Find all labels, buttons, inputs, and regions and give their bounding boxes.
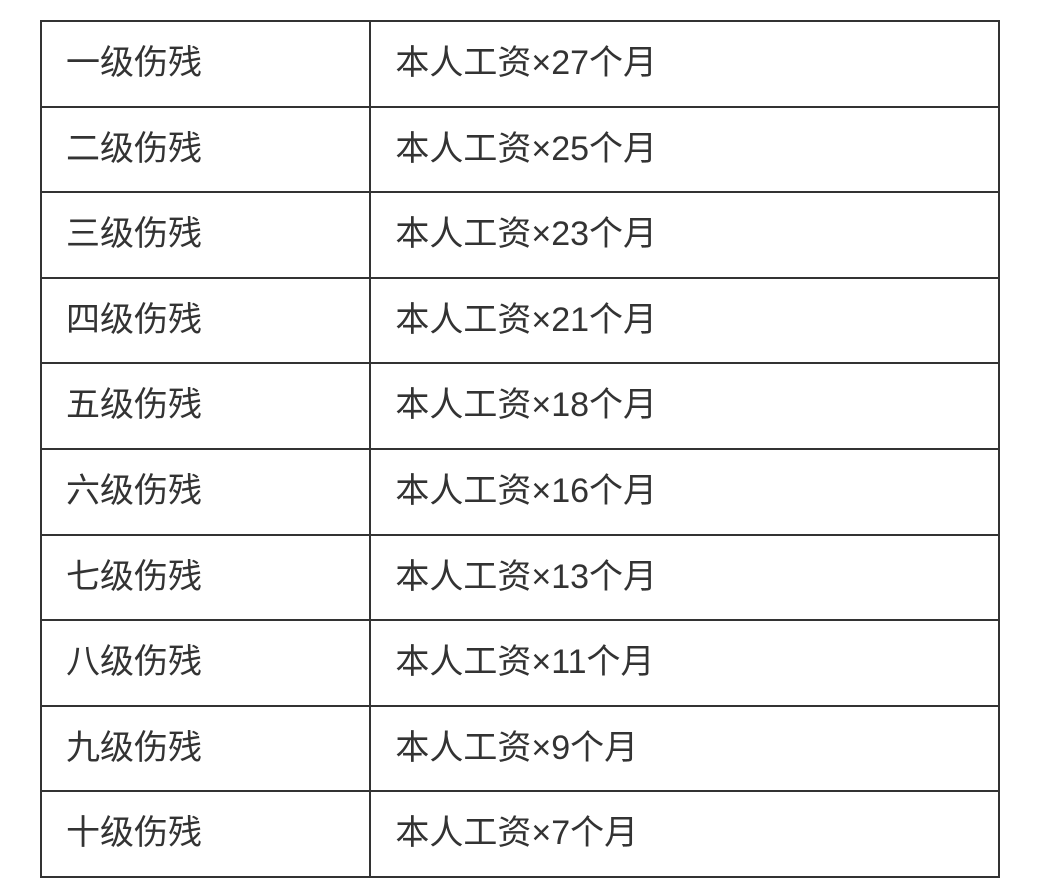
compensation-cell: 本人工资×18个月 [370, 363, 999, 449]
table-row: 九级伤残 本人工资×9个月 [41, 706, 999, 792]
disability-level-cell: 九级伤残 [41, 706, 370, 792]
compensation-cell: 本人工资×9个月 [370, 706, 999, 792]
table-row: 五级伤残 本人工资×18个月 [41, 363, 999, 449]
compensation-cell: 本人工资×13个月 [370, 535, 999, 621]
disability-level-cell: 三级伤残 [41, 192, 370, 278]
disability-level-cell: 二级伤残 [41, 107, 370, 193]
table-row: 一级伤残 本人工资×27个月 [41, 21, 999, 107]
compensation-cell: 本人工资×25个月 [370, 107, 999, 193]
compensation-cell: 本人工资×23个月 [370, 192, 999, 278]
disability-level-cell: 五级伤残 [41, 363, 370, 449]
table-row: 二级伤残 本人工资×25个月 [41, 107, 999, 193]
table-row: 十级伤残 本人工资×7个月 [41, 791, 999, 877]
disability-compensation-table: 一级伤残 本人工资×27个月 二级伤残 本人工资×25个月 三级伤残 本人工资×… [40, 20, 1000, 878]
disability-level-cell: 一级伤残 [41, 21, 370, 107]
compensation-cell: 本人工资×7个月 [370, 791, 999, 877]
disability-level-cell: 八级伤残 [41, 620, 370, 706]
disability-level-cell: 十级伤残 [41, 791, 370, 877]
compensation-cell: 本人工资×21个月 [370, 278, 999, 364]
table-row: 四级伤残 本人工资×21个月 [41, 278, 999, 364]
compensation-cell: 本人工资×11个月 [370, 620, 999, 706]
compensation-cell: 本人工资×16个月 [370, 449, 999, 535]
table-row: 六级伤残 本人工资×16个月 [41, 449, 999, 535]
disability-level-cell: 四级伤残 [41, 278, 370, 364]
table-row: 七级伤残 本人工资×13个月 [41, 535, 999, 621]
table-body: 一级伤残 本人工资×27个月 二级伤残 本人工资×25个月 三级伤残 本人工资×… [41, 21, 999, 877]
disability-level-cell: 六级伤残 [41, 449, 370, 535]
compensation-cell: 本人工资×27个月 [370, 21, 999, 107]
disability-level-cell: 七级伤残 [41, 535, 370, 621]
table-row: 八级伤残 本人工资×11个月 [41, 620, 999, 706]
table-row: 三级伤残 本人工资×23个月 [41, 192, 999, 278]
